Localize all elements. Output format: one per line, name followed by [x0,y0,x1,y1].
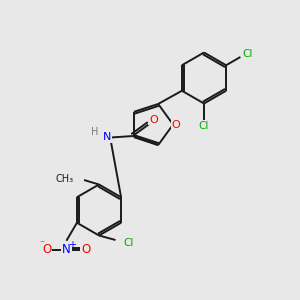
Text: ⁻: ⁻ [39,239,44,249]
Text: O: O [81,243,91,256]
Text: O: O [149,115,158,124]
Text: Cl: Cl [123,238,134,248]
Text: +: + [68,240,76,250]
Text: CH₃: CH₃ [56,173,74,184]
Text: O: O [42,243,52,256]
Text: Cl: Cl [243,49,253,59]
Text: N: N [62,243,71,256]
Text: O: O [172,119,181,130]
Text: H: H [92,127,99,136]
Text: N: N [103,132,111,142]
Text: Cl: Cl [199,121,209,131]
